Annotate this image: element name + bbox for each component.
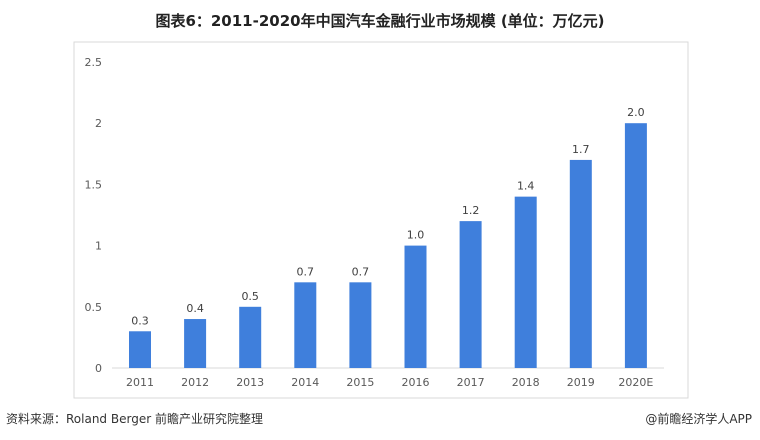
chart-title: 图表6：2011-2020年中国汽车金融行业市场规模 (单位：万亿元)	[155, 12, 605, 30]
data-label: 1.4	[517, 180, 535, 193]
y-tick-label: 1.5	[85, 178, 103, 191]
brand-credit: @前瞻经济学人APP	[645, 412, 752, 426]
data-label: 2.0	[627, 106, 645, 119]
bar-2012	[184, 319, 207, 368]
data-label: 0.7	[297, 265, 315, 278]
x-tick-label: 2011	[126, 376, 154, 389]
data-label: 0.5	[241, 290, 259, 303]
bar-2018	[514, 196, 537, 368]
y-tick-label: 0	[95, 362, 102, 375]
bar-2019	[569, 159, 592, 368]
data-label: 1.2	[462, 204, 480, 217]
data-label: 0.3	[131, 314, 149, 327]
bar-2015	[349, 282, 372, 368]
x-tick-label: 2019	[567, 376, 595, 389]
x-tick-label: 2017	[457, 376, 485, 389]
x-tick-label: 2016	[402, 376, 430, 389]
y-tick-label: 1	[95, 240, 102, 253]
bar-2014	[294, 282, 317, 368]
y-tick-label: 2.5	[85, 56, 103, 69]
x-tick-label: 2018	[512, 376, 540, 389]
bar-2013	[239, 306, 262, 368]
x-tick-label: 2012	[181, 376, 209, 389]
y-tick-label: 0.5	[85, 301, 103, 314]
data-label: 1.7	[572, 143, 590, 156]
bar-2016	[404, 245, 427, 368]
source-note: 资料来源：Roland Berger 前瞻产业研究院整理	[6, 412, 263, 426]
y-tick-label: 2	[95, 117, 102, 130]
bar-2020E	[624, 123, 647, 368]
x-tick-label: 2013	[236, 376, 264, 389]
data-label: 1.0	[407, 229, 425, 242]
bar-2011	[129, 331, 151, 368]
x-tick-label: 2014	[291, 376, 319, 389]
x-tick-label: 2020E	[618, 376, 653, 389]
bar-2017	[459, 221, 482, 368]
data-label: 0.4	[186, 302, 204, 315]
data-label: 0.7	[352, 265, 370, 278]
plot-frame	[73, 41, 689, 399]
x-tick-label: 2015	[346, 376, 374, 389]
